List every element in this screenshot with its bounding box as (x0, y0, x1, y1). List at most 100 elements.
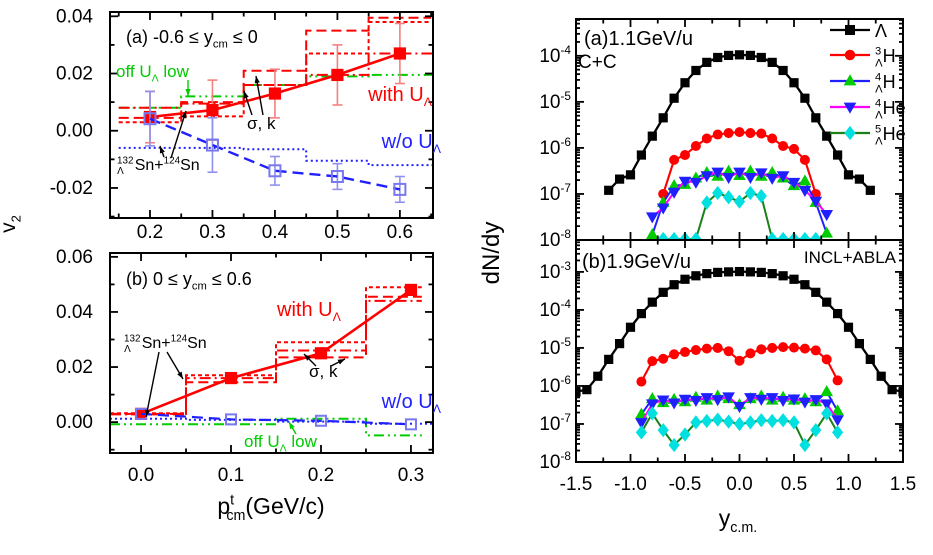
data-point-marker (744, 185, 757, 201)
data-point-marker (668, 231, 680, 240)
series-he4-lambda-a (645, 167, 834, 224)
data-point-marker (734, 127, 745, 138)
legend-label: 3 ΛH (875, 45, 896, 69)
y-tick-label: 10-8 (539, 449, 571, 473)
data-point-marker (767, 57, 777, 67)
data-point-marker (811, 113, 821, 123)
data-point-marker (690, 345, 701, 356)
arrow-head-icon (254, 76, 260, 84)
dndy-figure: 10-410-510-610-710-8(a)1.1GeV/uC+CΛ3 ΛH4 Λ… (478, 18, 916, 536)
data-point-marker (635, 407, 648, 419)
data-point-marker (225, 413, 238, 426)
data-point-marker (765, 393, 779, 405)
series-sigma-variation-step (118, 21, 432, 124)
series-h3-lambda-b (636, 342, 843, 387)
data-point-marker (690, 140, 701, 152)
data-point-marker (691, 65, 701, 76)
data-point-marker (701, 195, 713, 210)
arrow-head-icon (304, 354, 311, 361)
annotation: σ, k (309, 362, 338, 381)
data-point-marker (647, 297, 657, 307)
data-point-marker (404, 283, 418, 297)
y-axis-title: dN/dy (478, 222, 505, 285)
legend-label: 4 ΛHe (875, 97, 906, 121)
data-point-marker (680, 274, 690, 284)
data-point-marker (647, 131, 657, 141)
annotation: 132 Λ Sn+124Sn (117, 155, 200, 177)
data-point-marker (756, 52, 766, 63)
x-tick-label: 0.2 (308, 465, 334, 486)
data-point-marker (745, 348, 756, 359)
data-point-marker (821, 354, 832, 365)
annotation: C+C (578, 52, 617, 73)
data-point-marker (799, 343, 810, 354)
data-point-marker (656, 395, 670, 407)
legend-label: Λ (875, 21, 887, 41)
data-point-marker (787, 394, 801, 406)
data-point-marker (713, 267, 723, 277)
data-point-marker (667, 398, 681, 410)
data-point-marker (800, 93, 810, 103)
data-point-marker (657, 231, 669, 240)
data-point-marker (810, 231, 822, 240)
data-point-marker (657, 422, 669, 438)
data-point-marker (843, 322, 854, 332)
data-point-marker (776, 171, 790, 183)
data-point-marker (668, 437, 680, 453)
series-he5-lambda-b (635, 406, 844, 453)
y-tick-label: 0.04 (56, 6, 93, 27)
data-point-marker (745, 128, 756, 139)
data-point-marker (776, 395, 790, 407)
arrow-head-icon (185, 89, 191, 96)
x-tick-label: -1.5 (560, 474, 593, 495)
x-tick-label: 0.3 (199, 222, 225, 243)
data-point-marker (733, 416, 746, 432)
data-point-marker (712, 342, 723, 353)
data-point-marker (778, 342, 789, 353)
series-he4-lambda-b (635, 392, 844, 430)
annotation: with UΛ (276, 299, 342, 324)
data-point-marker (778, 271, 788, 281)
data-point-marker (788, 342, 800, 353)
data-point-marker (393, 182, 407, 196)
data-point-marker (756, 267, 766, 277)
data-point-marker (744, 415, 757, 430)
data-point-marker (744, 393, 757, 405)
y-tick-label: 0.00 (56, 412, 93, 433)
arrow-head-icon (144, 409, 150, 417)
data-point-marker (865, 354, 875, 364)
data-point-marker (766, 231, 778, 240)
data-point-marker (831, 425, 844, 440)
data-point-marker (393, 47, 406, 60)
series-lambda-a (604, 50, 875, 195)
data-point-marker (755, 188, 767, 204)
data-point-marker (314, 414, 327, 427)
y-tick-label: 10-7 (539, 181, 571, 205)
data-point-marker (713, 52, 723, 63)
data-point-marker (701, 343, 712, 354)
data-point-marker (669, 280, 679, 290)
data-point-marker (722, 190, 735, 205)
arrow-head-icon (289, 422, 295, 430)
data-point-marker (615, 339, 625, 349)
data-point-marker (766, 413, 778, 429)
data-point-marker (756, 344, 767, 355)
x-tick-label: 1.0 (835, 474, 861, 495)
panel-b-v2: 0.0 0.1 0.2 0.3 0.06 0.04 0.02 0.00 (b) 0 ≤ ycm … (56, 247, 442, 486)
y-tick-label: 10-8 (539, 227, 571, 251)
data-point-marker (679, 347, 691, 358)
data-point-marker (669, 154, 680, 165)
y-axis-title: v2 (0, 215, 24, 233)
series-lambda-b (576, 266, 903, 397)
data-point-marker (745, 50, 755, 61)
data-point-marker (593, 371, 603, 381)
data-point-marker (767, 342, 778, 353)
x-tick-label: 0.6 (387, 222, 413, 243)
data-point-marker (206, 104, 219, 117)
data-point-marker (778, 65, 788, 76)
axis-ticks (575, 240, 904, 463)
data-point-marker (712, 129, 723, 140)
data-point-marker (876, 371, 886, 381)
data-point-marker (854, 339, 864, 349)
